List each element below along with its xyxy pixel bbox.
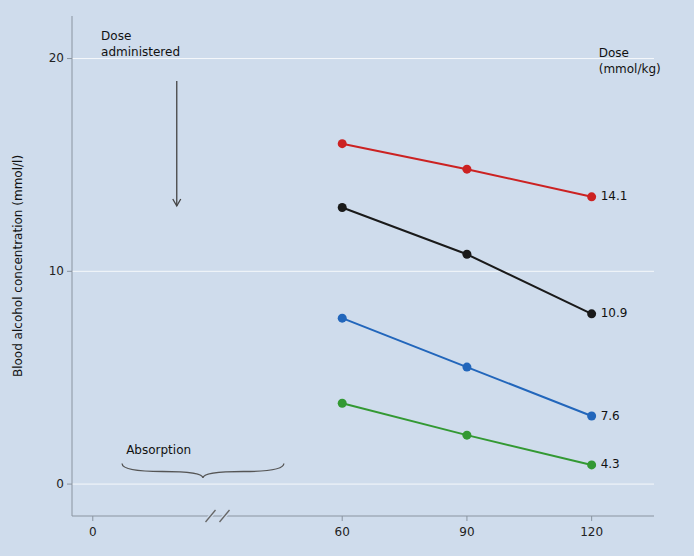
y-tick-label: 0 xyxy=(56,477,64,491)
series-point xyxy=(338,139,347,148)
series-point xyxy=(462,250,471,259)
x-tick xyxy=(342,516,343,521)
x-tick-label: 120 xyxy=(580,525,603,539)
y-tick xyxy=(67,271,72,272)
background xyxy=(0,0,694,556)
series-point xyxy=(587,309,596,318)
x-axis-line xyxy=(72,516,654,517)
series-point xyxy=(338,203,347,212)
series-group xyxy=(338,139,596,469)
series-label: 14.1 xyxy=(601,189,628,203)
series-line xyxy=(342,207,591,313)
series-point xyxy=(338,314,347,323)
y-axis-line xyxy=(72,16,73,516)
x-tick xyxy=(591,516,592,521)
series-label: 4.3 xyxy=(601,457,620,471)
y-tick-label: 20 xyxy=(49,51,64,65)
y-tick xyxy=(67,58,72,59)
x-tick xyxy=(92,516,93,521)
axis-break-bg xyxy=(220,510,230,522)
series-point xyxy=(462,431,471,440)
y-tick xyxy=(67,484,72,485)
y-tick-label: 10 xyxy=(49,264,64,278)
series-point xyxy=(587,460,596,469)
chart: 0 10 20 0 60 90 120 Blood alcohol concentration… xyxy=(0,0,694,556)
y-axis-label: Blood alcohol concentration (mmol/l) xyxy=(11,155,25,377)
annotation: administered xyxy=(101,45,180,59)
series-point xyxy=(338,399,347,408)
axis-break xyxy=(220,510,230,522)
x-tick-label: 90 xyxy=(459,525,474,539)
x-tick-label: 60 xyxy=(335,525,350,539)
annotation: (mmol/kg) xyxy=(599,62,661,76)
annotation: Dose xyxy=(101,29,131,43)
brace xyxy=(122,464,284,478)
series-point xyxy=(587,192,596,201)
series-line xyxy=(342,403,591,465)
annotation: Dose xyxy=(599,46,629,60)
series-label: 7.6 xyxy=(601,409,620,423)
series-point xyxy=(587,412,596,421)
dose-arrow xyxy=(176,81,177,206)
series-point xyxy=(462,165,471,174)
axis-break-bg xyxy=(206,510,216,522)
axis-break xyxy=(206,510,216,522)
series-point xyxy=(462,363,471,372)
series-line xyxy=(342,144,591,197)
grid-line xyxy=(72,271,654,272)
series-line xyxy=(342,318,591,416)
x-tick xyxy=(466,516,467,521)
annotation: Absorption xyxy=(126,443,191,457)
x-tick-label: 0 xyxy=(89,525,97,539)
grid-line xyxy=(72,484,654,485)
series-label: 10.9 xyxy=(601,306,628,320)
